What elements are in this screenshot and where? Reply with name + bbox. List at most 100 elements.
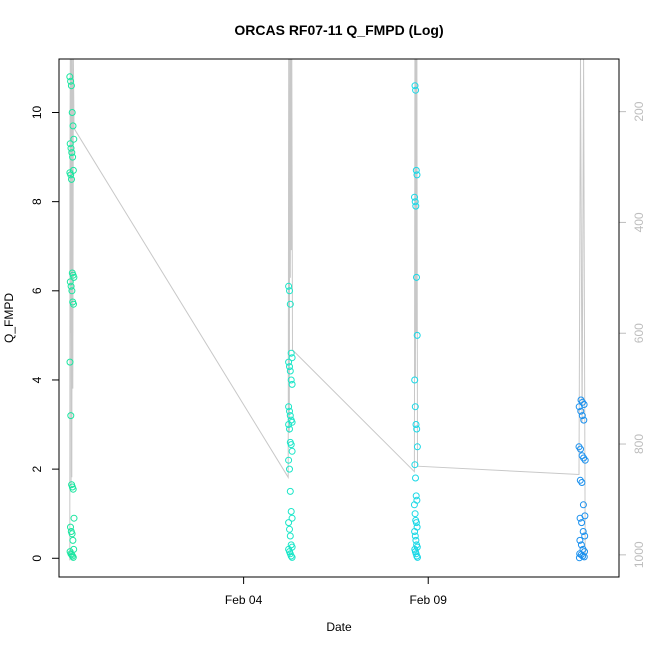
data-point xyxy=(69,122,77,130)
data-point xyxy=(412,474,419,482)
data-point xyxy=(411,532,419,540)
data-point xyxy=(68,149,76,157)
data-point xyxy=(67,412,75,420)
y-tick-label: 10 xyxy=(30,106,44,120)
data-point xyxy=(287,376,295,384)
pressure-line xyxy=(69,58,586,561)
data-point xyxy=(66,140,74,148)
data-point xyxy=(67,144,75,152)
data-point xyxy=(69,536,77,544)
y-tick-label: 4 xyxy=(30,376,44,383)
data-point xyxy=(286,363,293,371)
data-point xyxy=(580,454,588,462)
x-tick-label: Feb 09 xyxy=(410,593,448,607)
data-point xyxy=(579,398,586,406)
x-tick-label: Feb 04 xyxy=(225,593,263,607)
data-point xyxy=(411,528,419,535)
pressure-line-layer xyxy=(69,58,586,561)
data-point xyxy=(412,421,420,428)
data-point xyxy=(69,485,77,493)
data-point xyxy=(286,525,293,533)
data-point xyxy=(286,425,293,433)
data-point xyxy=(413,443,421,451)
data-point xyxy=(580,553,588,561)
data-point xyxy=(68,109,76,116)
data-point xyxy=(286,465,293,473)
data-point xyxy=(68,175,75,183)
data-point xyxy=(67,282,75,290)
chart-title: ORCAS RF07-11 Q_FMPD (Log) xyxy=(234,22,443,38)
data-point xyxy=(576,536,584,544)
data-point xyxy=(411,193,418,201)
data-point xyxy=(412,166,420,174)
data-point xyxy=(286,407,293,415)
data-point xyxy=(288,514,296,522)
data-point xyxy=(67,82,75,90)
data-point xyxy=(288,418,296,426)
y2-tick-label: 600 xyxy=(632,323,646,343)
data-point xyxy=(287,349,295,357)
data-point xyxy=(581,456,589,464)
data-point xyxy=(66,278,74,286)
data-point xyxy=(575,554,583,562)
data-point xyxy=(70,514,78,522)
y2-tick-label: 400 xyxy=(632,212,646,232)
data-point xyxy=(411,376,419,384)
plot-frame xyxy=(58,58,620,578)
data-point xyxy=(70,300,77,308)
data-point xyxy=(67,171,75,179)
data-point xyxy=(286,412,294,420)
data-point xyxy=(579,528,587,535)
data-point xyxy=(578,479,586,486)
data-point xyxy=(67,523,74,531)
data-point xyxy=(287,441,295,449)
data-point xyxy=(286,367,294,375)
x-axis-label: Date xyxy=(326,620,352,634)
data-point xyxy=(411,461,419,469)
data-point xyxy=(411,198,419,206)
data-point xyxy=(69,553,77,561)
data-point xyxy=(578,412,586,420)
data-point xyxy=(66,358,74,366)
data-point xyxy=(68,530,76,538)
axes-layer: 0 2 4 6 8 10 Feb 04 Feb 09 200 400 600 800 1000 xyxy=(30,101,646,607)
data-point xyxy=(575,403,583,411)
data-point xyxy=(286,532,294,540)
data-point xyxy=(580,416,588,424)
data-point xyxy=(286,300,294,308)
y2-tick-label: 200 xyxy=(632,101,646,121)
data-point xyxy=(411,510,419,518)
data-point xyxy=(412,519,420,527)
y-tick-label: 2 xyxy=(30,465,44,472)
data-point xyxy=(285,421,293,428)
data-point xyxy=(412,202,420,210)
data-point xyxy=(413,171,421,179)
data-point xyxy=(288,553,296,561)
data-point xyxy=(285,519,293,527)
data-point xyxy=(410,501,418,509)
y-axis-label: Q_FMPD xyxy=(2,293,16,343)
data-point xyxy=(411,403,419,411)
data-point xyxy=(68,287,76,295)
data-point xyxy=(412,492,420,500)
data-point xyxy=(69,552,76,560)
data-point xyxy=(67,77,75,85)
data-point xyxy=(285,456,293,464)
data-point xyxy=(412,536,420,544)
data-point xyxy=(285,282,293,290)
data-point xyxy=(288,380,296,388)
data-point xyxy=(70,135,78,143)
data-point xyxy=(287,552,295,560)
data-point xyxy=(576,476,584,484)
data-point xyxy=(286,287,293,295)
points-layer xyxy=(66,73,589,562)
data-point xyxy=(577,445,584,453)
data-point xyxy=(414,553,421,561)
data-point xyxy=(413,425,421,433)
data-point xyxy=(413,273,420,281)
data-point xyxy=(70,273,78,281)
data-point xyxy=(579,501,587,509)
data-point xyxy=(288,354,296,362)
y2-tick-label: 800 xyxy=(632,434,646,454)
y-tick-label: 6 xyxy=(30,287,44,294)
